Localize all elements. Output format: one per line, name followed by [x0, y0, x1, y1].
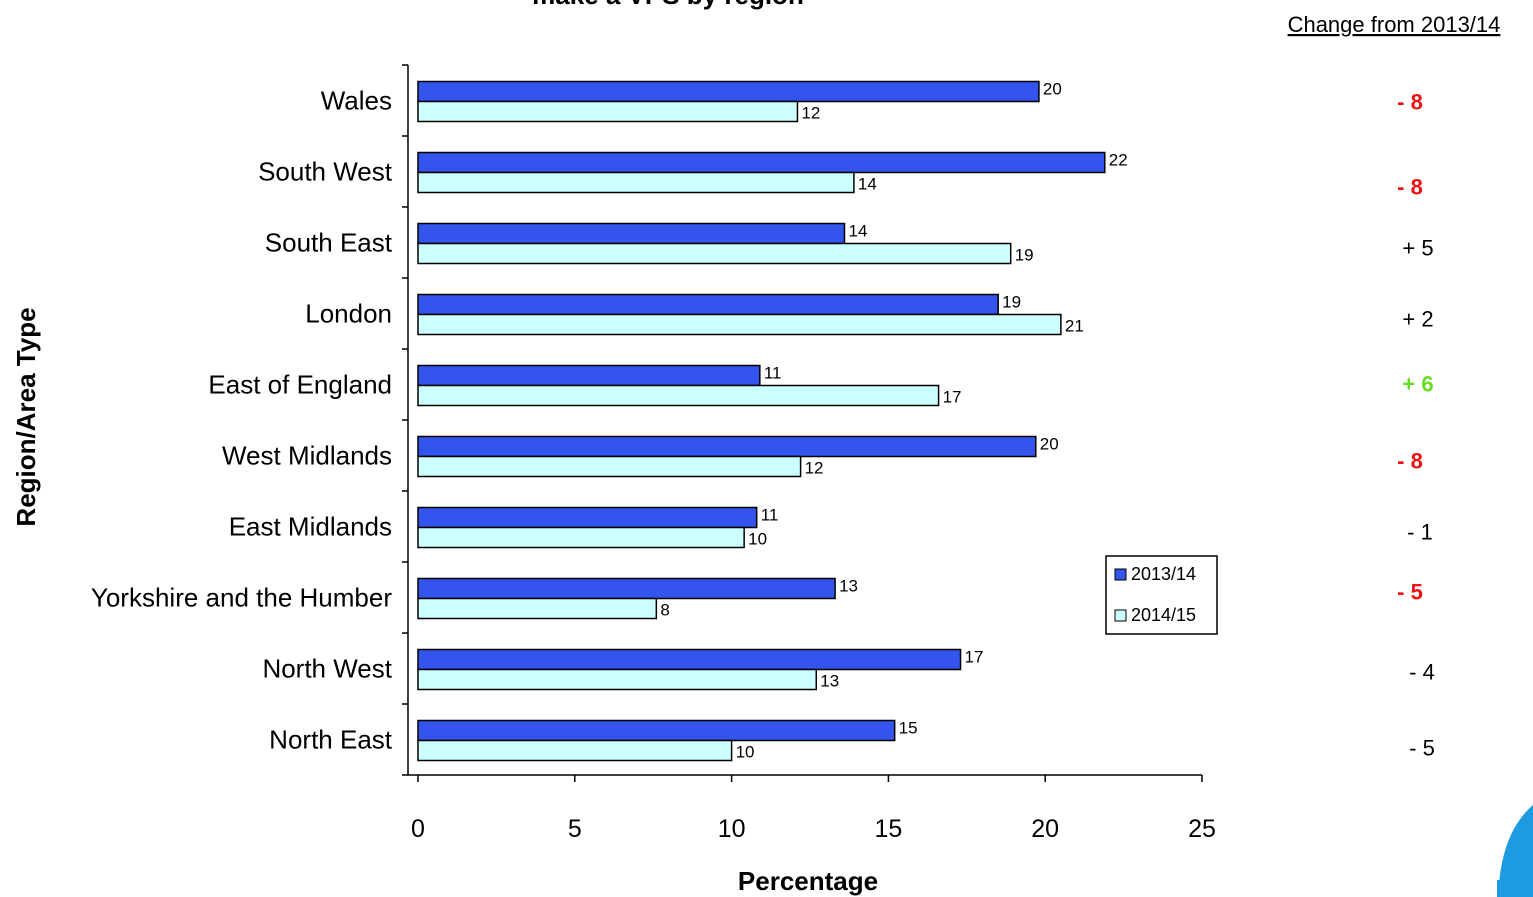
- change-column-header: Change from 2013/14: [1288, 12, 1501, 37]
- legend: 2013/14 2014/15: [1105, 555, 1218, 635]
- data-label-north-west-2014-15: 13: [820, 672, 839, 691]
- change-value-west-midlands: - 8: [1397, 449, 1423, 474]
- category-label-north-east: North East: [269, 725, 393, 755]
- bar-east-of-england-2013-14: [417, 364, 761, 387]
- bar-south-east-2014-15: [417, 242, 1012, 265]
- change-value-east-of-england: + 6: [1402, 372, 1433, 397]
- bar-east-of-england-2014-15: [417, 384, 940, 407]
- x-tick-label-5: 5: [568, 815, 582, 843]
- data-label-south-west-2013-14: 22: [1109, 151, 1128, 170]
- change-value-wales: - 8: [1397, 90, 1423, 115]
- legend-swatch-2014-15: [1114, 609, 1127, 622]
- change-value-north-west: - 4: [1409, 660, 1435, 685]
- bar-north-west-2013-14: [417, 648, 962, 671]
- bar-yorkshire-and-the-humber-2014-15: [417, 597, 658, 620]
- bar-south-west-2014-15: [417, 171, 855, 194]
- data-label-south-west-2014-15: 14: [858, 175, 877, 194]
- data-label-yorkshire-and-the-humber-2013-14: 13: [839, 577, 858, 596]
- data-label-east-of-england-2013-14: 11: [764, 364, 782, 383]
- data-label-west-midlands-2013-14: 20: [1040, 435, 1059, 454]
- data-label-east-of-england-2014-15: 17: [943, 388, 962, 407]
- data-label-south-east-2013-14: 14: [848, 222, 867, 241]
- change-value-south-east: + 5: [1402, 236, 1433, 261]
- labels-layer: 20 12 Wales 22 14 South West 14 19 South East 19 2…: [91, 80, 1128, 762]
- x-axis-title: Percentage: [738, 866, 878, 896]
- category-label-north-west: North West: [262, 654, 392, 684]
- data-label-north-east-2013-14: 15: [899, 719, 918, 738]
- x-tick-label-20: 20: [1031, 815, 1059, 843]
- data-label-north-west-2013-14: 17: [965, 648, 984, 667]
- category-label-london: London: [305, 299, 392, 329]
- category-label-east-of-england: East of England: [208, 370, 392, 400]
- category-label-east-midlands: East Midlands: [229, 512, 392, 542]
- bar-wales-2014-15: [417, 100, 799, 123]
- category-label-west-midlands: West Midlands: [222, 441, 392, 471]
- legend-label-2014-15: 2014/15: [1131, 605, 1196, 625]
- x-tick-label-25: 25: [1188, 815, 1216, 843]
- x-tick-label-15: 15: [874, 815, 902, 843]
- data-label-west-midlands-2014-15: 12: [805, 459, 824, 478]
- axes-layer: 0 5 10 15 20 25: [402, 64, 1216, 843]
- bar-wales-2013-14: [417, 80, 1040, 103]
- change-value-yorkshire-and-the-humber: - 5: [1397, 580, 1423, 605]
- data-label-london-2014-15: 21: [1065, 317, 1084, 336]
- bar-west-midlands-2013-14: [417, 435, 1037, 458]
- x-tick-label-10: 10: [718, 815, 746, 843]
- legend-swatch-2013-14: [1114, 568, 1127, 581]
- category-label-south-west: South West: [258, 157, 393, 187]
- data-label-yorkshire-and-the-humber-2014-15: 8: [660, 601, 669, 620]
- bar-london-2013-14: [417, 293, 999, 316]
- change-value-east-midlands: - 1: [1407, 520, 1433, 545]
- category-label-south-east: South East: [265, 228, 393, 258]
- data-label-wales-2013-14: 20: [1043, 80, 1062, 99]
- bar-east-midlands-2014-15: [417, 526, 745, 549]
- bar-north-east-2013-14: [417, 719, 896, 742]
- change-value-south-west: - 8: [1397, 175, 1423, 200]
- bars-layer: [417, 80, 1106, 762]
- bar-south-east-2013-14: [417, 222, 846, 245]
- bar-north-east-2014-15: [417, 739, 733, 762]
- change-value-north-east: - 5: [1409, 736, 1435, 761]
- bar-north-west-2014-15: [417, 668, 818, 691]
- change-value-london: + 2: [1402, 307, 1433, 332]
- data-label-east-midlands-2014-15: 10: [748, 530, 767, 549]
- bar-west-midlands-2014-15: [417, 455, 802, 478]
- bar-london-2014-15: [417, 313, 1062, 336]
- chart-title: make a VPS by region: [532, 0, 804, 10]
- data-label-wales-2014-15: 12: [801, 104, 820, 123]
- change-column: - 8 - 8 + 5 + 2 + 6 - 8 - 1 - 5 - 4 - 5: [1397, 90, 1435, 761]
- bar-east-midlands-2013-14: [417, 506, 758, 529]
- category-label-yorkshire-and-the-humber: Yorkshire and the Humber: [91, 583, 392, 613]
- logo: [1497, 805, 1533, 897]
- legend-label-2013-14: 2013/14: [1131, 564, 1196, 584]
- data-label-london-2013-14: 19: [1002, 293, 1021, 312]
- category-label-wales: Wales: [321, 86, 392, 116]
- bar-south-west-2013-14: [417, 151, 1106, 174]
- y-axis-title: Region/Area Type: [11, 307, 41, 526]
- data-label-east-midlands-2013-14: 11: [761, 506, 779, 525]
- data-label-south-east-2014-15: 19: [1015, 246, 1034, 265]
- bar-yorkshire-and-the-humber-2013-14: [417, 577, 836, 600]
- data-label-north-east-2014-15: 10: [736, 743, 755, 762]
- x-tick-label-0: 0: [411, 815, 425, 843]
